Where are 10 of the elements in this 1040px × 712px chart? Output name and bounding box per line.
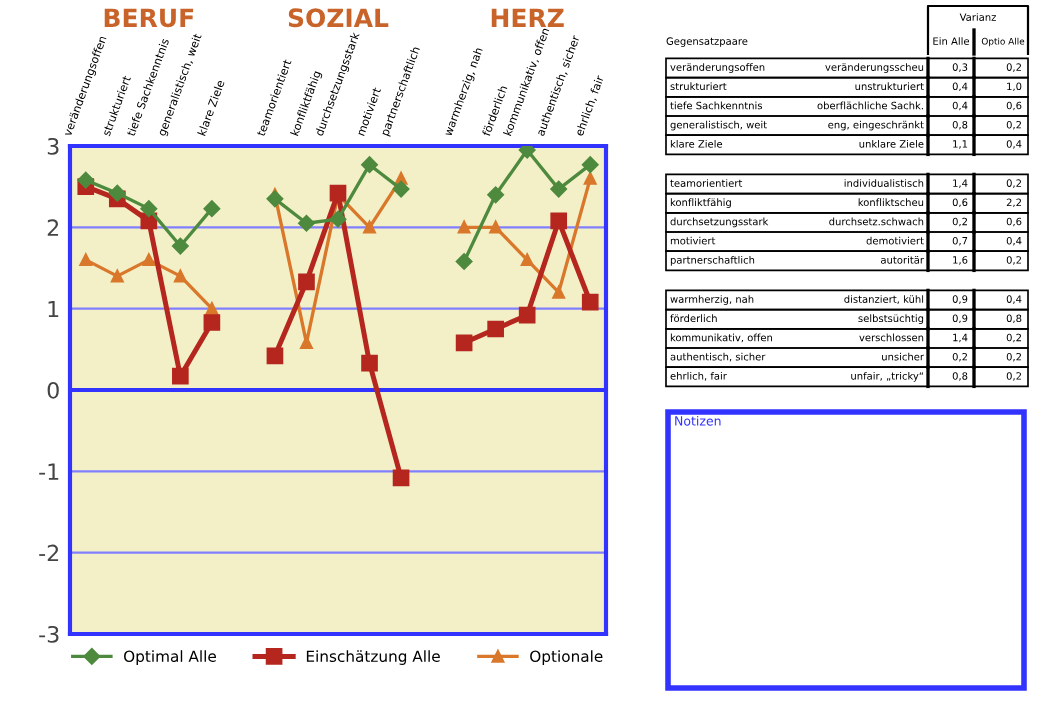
y-tick-label: 1 [48,300,59,318]
text: BERUF [104,8,194,28]
y-tick-label: -3 [39,625,59,643]
text: HERZ [491,8,564,27]
text: SOZIAL [288,8,389,28]
y-tick-label: -2 [39,544,59,562]
y-tick-label: 2 [47,219,59,236]
y-tick-label: 3 [47,137,59,155]
y-tick-label: -1 [39,463,59,480]
y-tick-label: 0 [47,381,59,399]
